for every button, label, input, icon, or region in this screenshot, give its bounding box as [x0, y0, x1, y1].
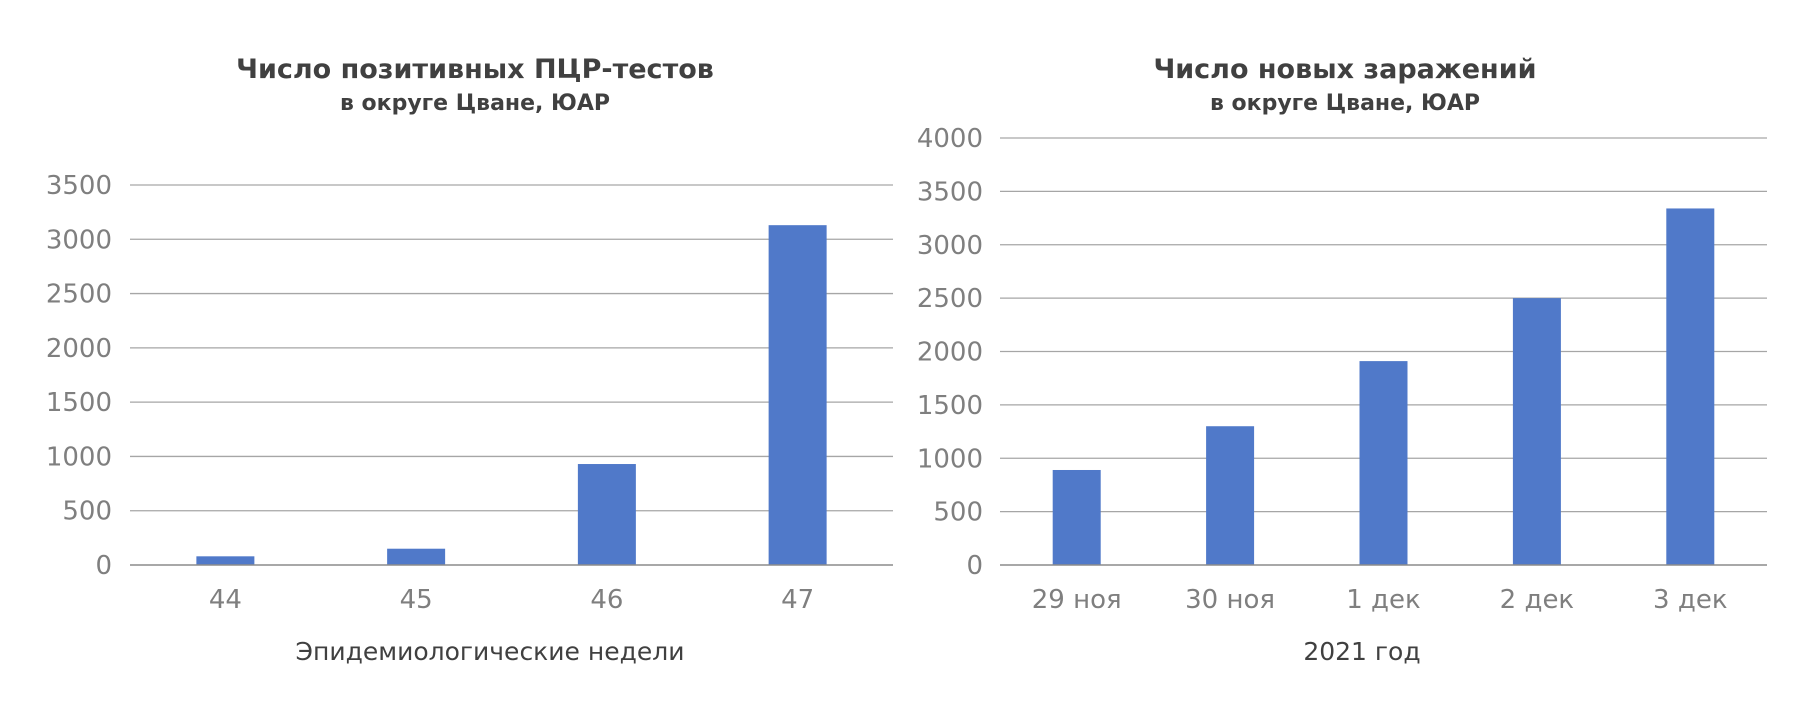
bar-29-ноя	[1052, 469, 1101, 565]
y-tick-label: 500	[933, 498, 983, 528]
y-tick-label: 3500	[917, 177, 983, 207]
x-axis-label: Эпидемиологические недели	[296, 637, 685, 666]
x-tick-label: 29 ноя	[1032, 585, 1122, 615]
y-tick-label: 1000	[46, 442, 112, 472]
y-tick-label: 0	[966, 551, 983, 581]
x-tick-label: 30 ноя	[1185, 585, 1275, 615]
x-tick-label: 2 дек	[1500, 585, 1574, 615]
y-tick-label: 1000	[917, 444, 983, 474]
bar-1-дек	[1359, 361, 1408, 565]
y-tick-label: 1500	[46, 388, 112, 418]
chart-subtitle: в округе Цване, ЮАР	[340, 91, 610, 116]
x-tick-label: 3 дек	[1653, 585, 1727, 615]
y-tick-label: 2500	[917, 284, 983, 314]
x-tick-label: 44	[209, 585, 242, 615]
bar-30-ноя	[1206, 426, 1255, 565]
bar-3-дек	[1666, 208, 1715, 565]
y-tick-label: 2500	[46, 280, 112, 310]
y-tick-label: 2000	[46, 334, 112, 364]
x-tick-label: 45	[400, 585, 433, 615]
y-tick-label: 3000	[917, 231, 983, 261]
chart-title: Число новых заражений	[1153, 54, 1536, 85]
chart-subtitle: в округе Цване, ЮАР	[1210, 91, 1480, 116]
bar-45	[387, 548, 446, 565]
chart-panel-new-infections: Число новых заражений в округе Цване, ЮА…	[917, 54, 1767, 666]
chart-panel-pcr-tests: Число позитивных ПЦР-тестов в округе Цва…	[46, 54, 893, 666]
bar-47	[768, 225, 827, 565]
bar-2-дек	[1512, 298, 1561, 565]
bar-44	[196, 556, 255, 565]
y-tick-label: 0	[95, 551, 112, 581]
x-axis-label: 2021 год	[1303, 637, 1420, 666]
y-tick-label: 4000	[917, 124, 983, 154]
y-tick-label: 2000	[917, 338, 983, 368]
chart-title: Число позитивных ПЦР-тестов	[236, 54, 714, 85]
x-tick-label: 46	[590, 585, 623, 615]
bar-46	[577, 464, 636, 565]
y-tick-label: 3000	[46, 225, 112, 255]
x-tick-label: 47	[781, 585, 814, 615]
y-tick-label: 500	[62, 497, 112, 527]
y-tick-label: 1500	[917, 391, 983, 421]
y-tick-label: 3500	[46, 171, 112, 201]
x-tick-label: 1 дек	[1346, 585, 1420, 615]
